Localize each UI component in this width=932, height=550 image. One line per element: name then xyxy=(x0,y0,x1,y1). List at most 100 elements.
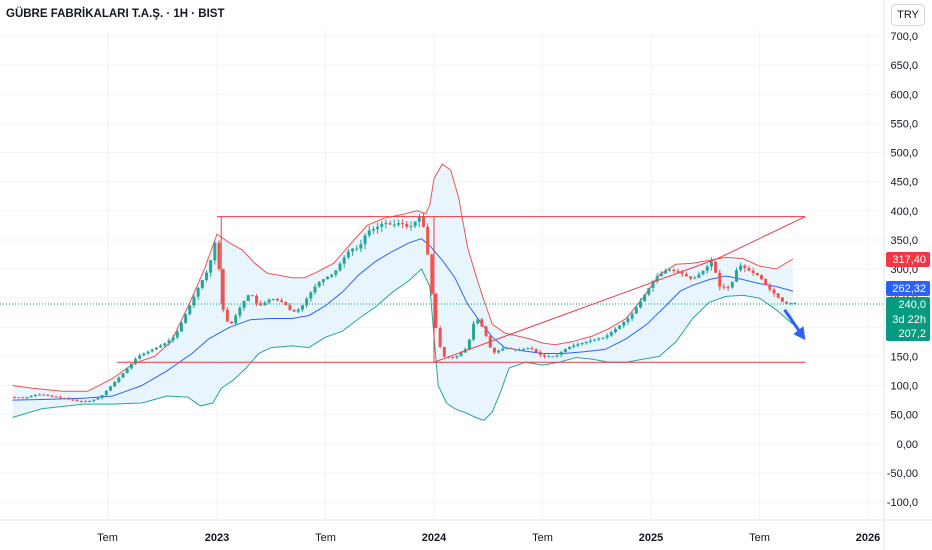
candle-body xyxy=(33,394,37,396)
candle xyxy=(376,222,380,234)
candle-body xyxy=(655,276,659,282)
candle xyxy=(159,343,163,348)
candle xyxy=(125,367,129,374)
candle-body xyxy=(96,397,100,400)
time-axis[interactable]: Tem 2023 Tem 2024 Tem 2025 Tem 2026 xyxy=(97,532,880,544)
candle xyxy=(588,338,592,344)
candle-body xyxy=(200,279,204,288)
candle-body xyxy=(154,347,158,350)
candle xyxy=(405,221,409,230)
currency-button[interactable]: TRY xyxy=(891,4,925,26)
candle xyxy=(71,398,75,402)
price-axis[interactable]: 700,0 650,0 600,0 550,0 500,0 450,0 400,0 350,0… xyxy=(887,31,918,509)
price-tick-label: 50,00 xyxy=(890,410,918,422)
price-tag-label: 262,32 xyxy=(892,283,926,295)
candle xyxy=(472,320,476,342)
candle xyxy=(150,348,154,353)
candle-body xyxy=(175,331,179,338)
candle-body xyxy=(192,296,196,306)
candle-body xyxy=(238,307,242,316)
candle-body xyxy=(217,242,221,269)
indicator-lines xyxy=(12,163,794,421)
candle xyxy=(313,283,317,295)
candle xyxy=(626,316,630,325)
candle-body xyxy=(267,299,271,303)
candle-body xyxy=(505,348,509,350)
candle-body xyxy=(442,346,446,357)
candle xyxy=(484,325,488,338)
trendlines[interactable] xyxy=(0,216,884,363)
candle-body xyxy=(755,272,759,275)
candle xyxy=(267,298,271,305)
candle xyxy=(492,347,496,355)
candle-body xyxy=(718,272,722,287)
candle-body xyxy=(413,221,417,227)
candle-body xyxy=(109,386,112,391)
candle xyxy=(668,267,672,272)
candle-body xyxy=(467,339,471,350)
candle xyxy=(522,347,526,351)
moving-average-line xyxy=(12,238,794,401)
candle-body xyxy=(246,295,250,302)
time-tick-label: 2024 xyxy=(422,532,447,544)
candle xyxy=(760,274,763,281)
candle xyxy=(718,269,722,291)
candle-body xyxy=(401,223,405,225)
candle-body xyxy=(100,395,104,398)
candles xyxy=(13,213,797,403)
candle-body xyxy=(25,397,29,399)
candle xyxy=(693,275,697,279)
candle-body xyxy=(63,397,67,399)
candle xyxy=(271,298,275,301)
candle xyxy=(505,347,509,350)
candle xyxy=(593,338,597,342)
price-tag: 262,32 xyxy=(886,281,930,296)
candle xyxy=(618,325,622,330)
candle-body xyxy=(417,216,421,222)
candle-body xyxy=(213,242,217,261)
candle-body xyxy=(664,270,668,274)
candle xyxy=(563,348,567,353)
candle xyxy=(734,267,738,283)
candle-body xyxy=(672,269,676,272)
candle xyxy=(209,259,213,278)
candle-body xyxy=(768,284,772,290)
candle xyxy=(776,292,780,299)
price-tag-bg xyxy=(886,297,930,329)
candle-body xyxy=(434,293,438,328)
candle xyxy=(63,397,67,400)
candle xyxy=(605,333,609,340)
candle xyxy=(455,355,459,360)
price-tag-label: 240,0 xyxy=(898,299,926,311)
candle-body xyxy=(538,352,542,355)
candle-body xyxy=(751,270,755,273)
trendline xyxy=(433,216,806,363)
candle-body xyxy=(159,345,163,348)
candle xyxy=(204,270,208,282)
candle-body xyxy=(551,356,555,358)
candle xyxy=(568,346,572,350)
candle-body xyxy=(326,276,329,280)
candle-body xyxy=(543,354,546,357)
candle-body xyxy=(409,226,413,228)
candle xyxy=(300,305,304,313)
candle xyxy=(705,264,709,274)
candle-body xyxy=(747,268,751,271)
candle-body xyxy=(630,313,634,319)
price-tick-label: 100,0 xyxy=(890,381,918,393)
candle-body xyxy=(693,277,697,279)
candle-body xyxy=(559,352,563,355)
candle-body xyxy=(780,297,784,302)
candle xyxy=(739,262,743,272)
price-tick-label: -100,0 xyxy=(887,497,918,509)
candle-body xyxy=(250,295,254,297)
candle-body xyxy=(576,344,580,346)
candle-body xyxy=(638,301,642,308)
candle-body xyxy=(79,400,83,402)
candle xyxy=(547,354,551,358)
candle-body xyxy=(54,396,58,398)
candle xyxy=(50,394,54,398)
candle xyxy=(630,312,634,322)
candle xyxy=(238,305,242,319)
